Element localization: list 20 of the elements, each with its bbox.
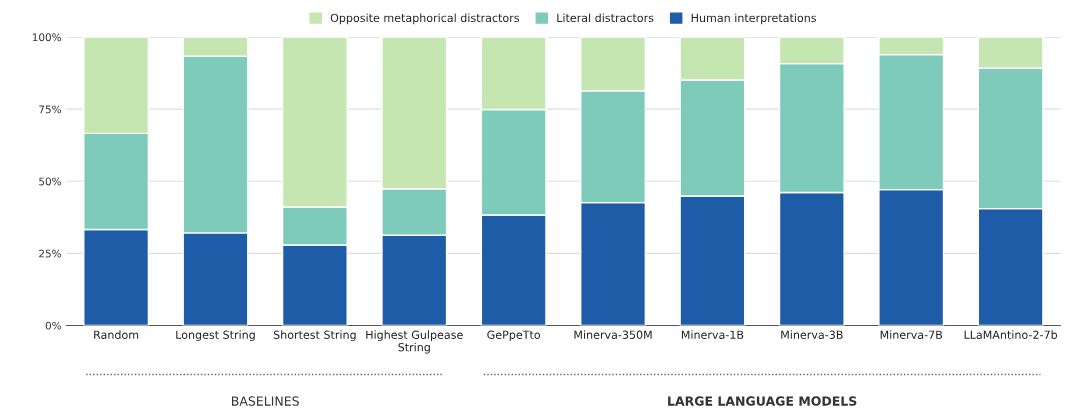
y-tick-label: 50% xyxy=(39,177,61,186)
x-tick-label: LLaMAntino-2-7b xyxy=(964,330,1058,339)
legend-label: Literal distractors xyxy=(557,13,654,23)
y-tick-label: 75% xyxy=(39,105,61,114)
x-tick-label: Minerva-7B xyxy=(880,330,943,339)
x-tick-label: Shortest String xyxy=(273,330,356,342)
x-tick-label: Random xyxy=(94,330,139,339)
x-tick-label: GePpeTto xyxy=(487,330,541,342)
x-tick-label: Minerva-1B xyxy=(681,330,744,339)
x-tick-label: Minerva-3B xyxy=(781,330,843,339)
legend-label: Human interpretations xyxy=(691,13,817,25)
y-tick-label: 25% xyxy=(39,249,61,258)
y-tick-label: 0% xyxy=(45,321,61,330)
y-tick-label: 100% xyxy=(32,33,61,42)
text: BASELINES xyxy=(232,396,299,406)
text: LARGE LANGUAGE MODELS xyxy=(668,396,857,406)
legend-label: Opposite metaphorical distractors xyxy=(330,13,520,25)
x-tick-label: Minerva-350M xyxy=(574,330,652,339)
x-tick-label: Highest Gulpease String xyxy=(366,330,463,354)
x-tick-label: Longest String xyxy=(176,330,255,342)
